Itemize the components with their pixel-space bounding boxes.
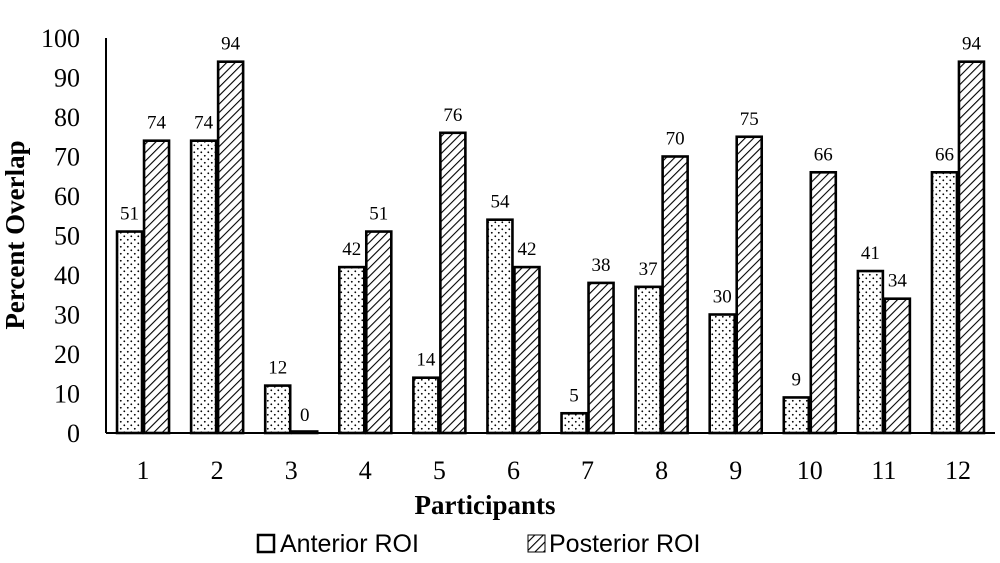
legend-swatch-anterior [256, 533, 276, 554]
bar-anterior-10 [782, 396, 811, 435]
bars-layer [115, 60, 986, 435]
bar-posterior-11 [883, 297, 912, 435]
data-label-anterior-2: 74 [194, 113, 214, 134]
data-label-anterior-6: 54 [490, 192, 510, 213]
x-tick-label: 7 [581, 456, 594, 485]
x-tick-label: 1 [137, 456, 150, 485]
bar-posterior-6 [513, 265, 541, 435]
data-label-anterior-5: 14 [416, 350, 436, 371]
legend-item-anterior: Anterior ROI [256, 530, 419, 558]
bar-anterior-4 [337, 265, 366, 435]
data-label-anterior-7: 5 [569, 385, 579, 406]
legend-label-posterior: Posterior ROI [549, 530, 700, 558]
legend-swatch-posterior [527, 534, 546, 553]
data-label-posterior-4: 51 [369, 204, 388, 225]
data-label-posterior-3: 0 [300, 405, 310, 426]
bar-posterior-1 [142, 139, 171, 435]
data-label-posterior-11: 34 [888, 271, 908, 292]
y-tick-label: 40 [54, 261, 80, 290]
y-tick-label: 100 [41, 24, 80, 53]
data-label-anterior-9: 30 [713, 287, 732, 308]
bar-posterior-8 [661, 155, 689, 435]
y-tick-label: 0 [67, 419, 80, 448]
legend-label-anterior: Anterior ROI [280, 530, 419, 558]
y-tick-labels: 0 10 20 30 40 50 60 70 80 90 100 [41, 24, 80, 448]
bar-posterior-4 [364, 230, 393, 435]
bar-anterior-2 [189, 139, 218, 435]
y-tick-label: 80 [54, 103, 80, 132]
data-label-anterior-8: 37 [639, 259, 658, 280]
x-tick-label: 4 [359, 456, 372, 485]
data-label-anterior-4: 42 [342, 239, 361, 260]
bar-anterior-7 [560, 411, 588, 435]
y-tick-label: 50 [54, 222, 80, 251]
bar-posterior-7 [587, 281, 615, 435]
data-label-posterior-8: 70 [666, 129, 685, 150]
data-label-anterior-11: 41 [861, 243, 880, 264]
bar-posterior-12 [957, 60, 986, 435]
legend-item-posterior: Posterior ROI [527, 530, 700, 558]
x-tick-label: 6 [507, 456, 520, 485]
bar-anterior-6 [486, 218, 514, 435]
data-label-posterior-1: 74 [147, 113, 167, 134]
data-label-posterior-9: 75 [740, 109, 759, 130]
data-label-anterior-12: 66 [935, 144, 954, 165]
y-axis-title: Percent Overlap [0, 140, 30, 329]
bar-posterior-5 [439, 131, 467, 435]
y-tick-label: 20 [54, 340, 80, 369]
x-tick-label: 2 [211, 456, 224, 485]
data-label-anterior-1: 51 [120, 204, 139, 225]
data-label-posterior-12: 94 [962, 34, 982, 55]
x-tick-label: 12 [945, 456, 971, 485]
data-labels-layer: 51 74 74 94 12 0 42 51 14 76 54 42 5 38 37 70 30 75 9 66 41 3… [120, 34, 981, 426]
y-tick-label: 90 [54, 64, 80, 93]
x-tick-label: 3 [285, 456, 298, 485]
data-label-posterior-2: 94 [221, 34, 241, 55]
bar-anterior-9 [708, 313, 737, 435]
bar-posterior-9 [735, 135, 764, 435]
data-label-posterior-5: 76 [443, 105, 462, 126]
y-tick-label: 60 [54, 182, 80, 211]
bar-anterior-5 [412, 376, 440, 435]
y-tick-label: 10 [54, 380, 80, 409]
bar-anterior-3 [263, 384, 292, 435]
data-label-anterior-10: 9 [792, 369, 802, 390]
data-label-posterior-7: 38 [592, 255, 611, 276]
x-tick-labels: 1 2 3 4 5 6 7 8 9 10 11 12 [137, 456, 971, 485]
data-label-anterior-3: 12 [268, 358, 287, 379]
y-tick-label: 70 [54, 143, 80, 172]
x-tick-label: 8 [655, 456, 668, 485]
bar-posterior-10 [809, 171, 838, 435]
legend: Anterior ROI Posterior ROI [256, 530, 700, 558]
y-tick-label: 30 [54, 301, 80, 330]
x-tick-label: 10 [797, 456, 823, 485]
bar-anterior-8 [634, 285, 662, 435]
x-axis-title: Participants [415, 490, 556, 520]
x-tick-label: 5 [433, 456, 446, 485]
bar-anterior-12 [930, 171, 959, 435]
bar-posterior-2 [216, 60, 245, 435]
bar-anterior-1 [115, 230, 144, 435]
bar-anterior-11 [856, 269, 885, 435]
x-tick-label: 11 [871, 456, 896, 485]
x-tick-label: 9 [729, 456, 742, 485]
data-label-posterior-10: 66 [814, 144, 833, 165]
data-label-posterior-6: 42 [517, 239, 536, 260]
